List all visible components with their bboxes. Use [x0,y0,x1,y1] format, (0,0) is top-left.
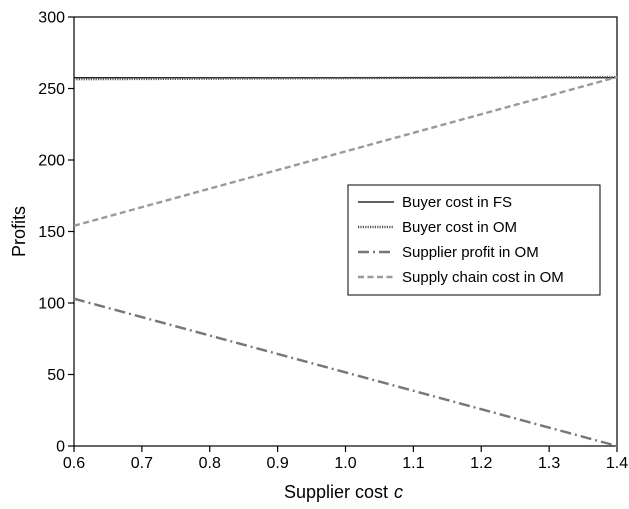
x-tick-label: 0.9 [267,455,289,472]
x-tick-label: 1.1 [402,455,424,472]
y-tick-label: 150 [38,224,65,241]
series-line-3 [73,75,618,227]
x-tick-label: 1.3 [538,455,560,472]
legend: Buyer cost in FS Buyer cost in OM Supplier… [347,184,601,296]
x-tick-label: 1.0 [334,455,356,472]
x-tick-label: 0.7 [131,455,153,472]
y-axis-label: Profits [9,206,29,257]
legend-label-2: Supplier profit in OM [402,244,539,261]
x-axis-label-text: Supplier cost [284,482,388,502]
y-tick-label: 300 [38,10,65,27]
axes: 0 50 100 150 200 250 300 0.6 0.7 0.8 0.9 1.0 1.1 1.2 1… [38,10,628,473]
y-tick-label: 250 [38,81,65,98]
x-axis-label-variable: c [394,482,403,502]
x-tick-label: 1.2 [470,455,492,472]
y-tick-label: 0 [56,439,65,456]
legend-label-1: Buyer cost in OM [402,219,517,236]
series-layer [73,75,618,448]
x-axis-label: Supplier cost c [284,482,403,502]
legend-label-0: Buyer cost in FS [402,194,512,211]
legend-label-3: Supply chain cost in OM [402,269,564,286]
y-tick-label: 100 [38,296,65,313]
series-line-2 [73,297,618,448]
y-tick-label: 50 [47,367,65,384]
y-tick-label: 200 [38,153,65,170]
x-tick-label: 0.8 [199,455,221,472]
x-tick-label: 1.4 [606,455,628,472]
x-tick-label: 0.6 [63,455,85,472]
series-line-1 [73,75,618,81]
